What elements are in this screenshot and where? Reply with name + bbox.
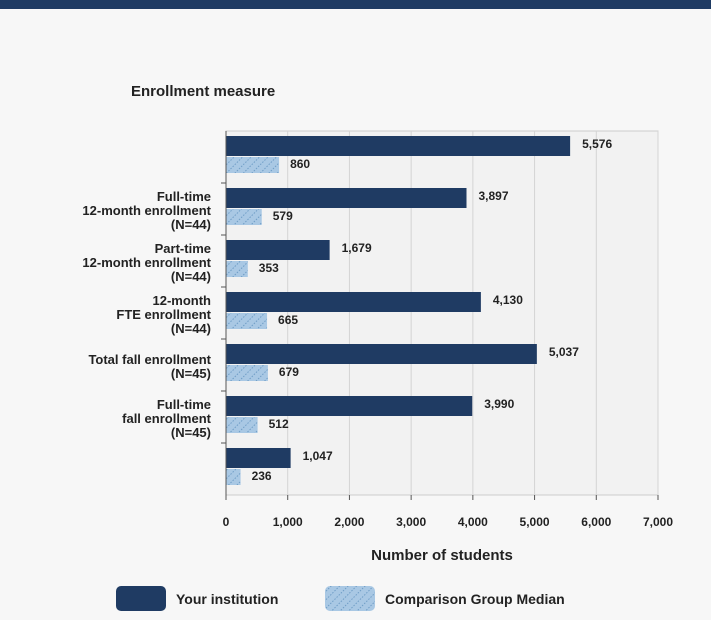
- bar-value-label: 4,130: [493, 293, 523, 307]
- legend: Your institution Comparison Group Median: [116, 586, 565, 611]
- grid-lines: [287, 131, 659, 495]
- x-tick-label: 1,000: [273, 515, 303, 529]
- bar-comparison-median: [226, 261, 248, 277]
- bar-value-label: 1,047: [303, 449, 333, 463]
- y-axis-title: Enrollment measure: [131, 83, 275, 100]
- x-tick-label: 7,000: [643, 515, 673, 529]
- category-label: Total fall enrollment (N=45): [88, 352, 211, 381]
- bar-your-institution: [226, 396, 473, 416]
- bar-value-label: 3,897: [479, 189, 509, 203]
- header-bar: [0, 0, 711, 9]
- bar-your-institution: [226, 344, 537, 364]
- bar-value-label: 5,576: [582, 137, 612, 151]
- bar-your-institution: [226, 292, 481, 312]
- x-tick-label: 4,000: [458, 515, 488, 529]
- category-labels: Full-time 12-month enrollment (N=44) Part-t…: [82, 189, 211, 440]
- bar-comparison-median: [226, 417, 258, 433]
- bar-comparison-median: [226, 365, 268, 381]
- bar-value-label: 1,679: [342, 241, 372, 255]
- category-label: Full-time fall enrollment (N=45): [122, 397, 212, 440]
- bar-value-label: 679: [279, 365, 299, 379]
- category-label: 12-month FTE enrollment (N=44): [116, 293, 211, 336]
- x-tick-label: 6,000: [581, 515, 611, 529]
- bar-value-label: 5,037: [549, 345, 579, 359]
- bar-value-label: 665: [278, 313, 298, 327]
- bar-value-label: 236: [252, 469, 272, 483]
- bar-your-institution: [226, 188, 467, 208]
- bars: 5,576 860 3,897 579 1,679 353 4,130 665 5,037 679…: [226, 136, 612, 485]
- bar-comparison-median: [226, 157, 280, 173]
- bar-comparison-median: [226, 313, 268, 329]
- legend-swatch-your-institution: [116, 586, 166, 611]
- x-axis-ticks: 0 1,000 2,000 3,000 4,000 5,000 6,000 7,000: [221, 182, 673, 529]
- bar-value-label: 353: [259, 261, 279, 275]
- bar-comparison-median: [226, 469, 241, 485]
- bar-value-label: 512: [269, 417, 289, 431]
- x-axis-title: Number of students: [371, 547, 513, 564]
- bar-your-institution: [226, 448, 291, 468]
- legend-label-comparison-median: Comparison Group Median: [385, 591, 565, 607]
- x-tick-label: 2,000: [334, 515, 364, 529]
- bar-comparison-median: [226, 209, 262, 225]
- legend-label-your-institution: Your institution: [176, 591, 278, 607]
- x-tick-label: 5,000: [520, 515, 550, 529]
- bar-your-institution: [226, 136, 571, 156]
- bar-value-label: 860: [290, 157, 310, 171]
- category-label: Part-time 12-month enrollment (N=44): [82, 241, 211, 284]
- legend-swatch-comparison-median: [325, 586, 375, 611]
- category-label: Full-time 12-month enrollment (N=44): [82, 189, 211, 232]
- x-tick-label: 3,000: [396, 515, 426, 529]
- bar-value-label: 579: [273, 209, 293, 223]
- bar-value-label: 3,990: [484, 397, 514, 411]
- bar-your-institution: [226, 240, 330, 260]
- x-tick-label: 0: [223, 515, 230, 529]
